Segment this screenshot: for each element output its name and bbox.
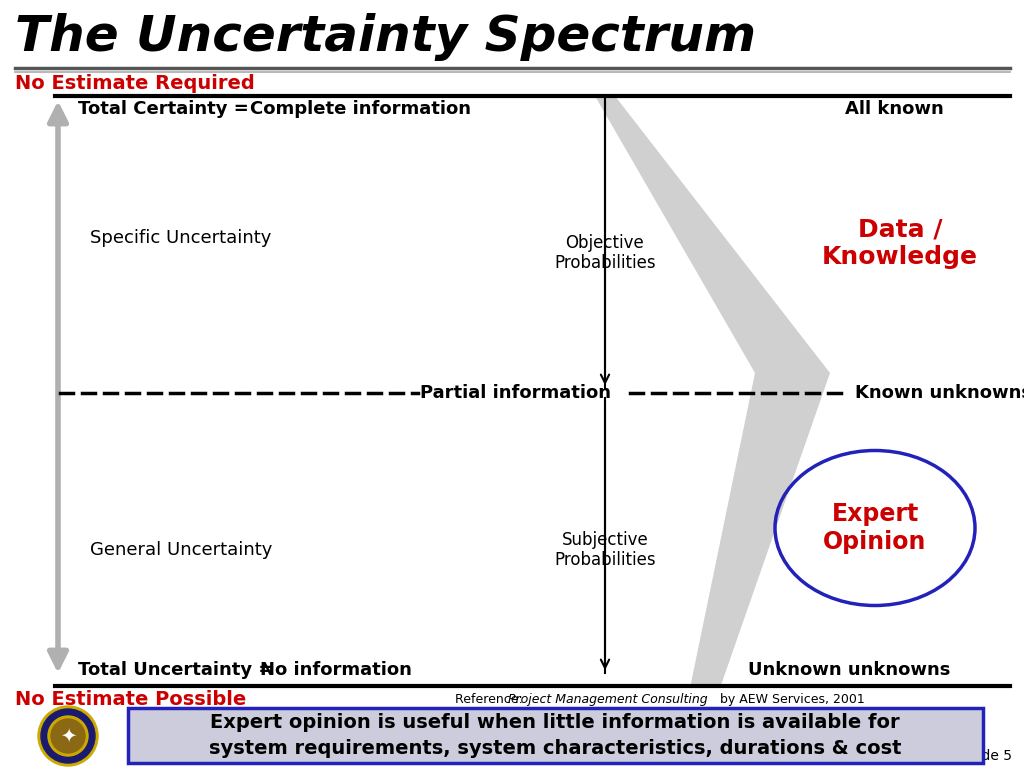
Text: All known: All known	[845, 100, 944, 118]
Text: Known unknowns: Known unknowns	[855, 384, 1024, 402]
Text: Specific Uncertainty: Specific Uncertainty	[90, 229, 271, 247]
Text: General Uncertainty: General Uncertainty	[90, 541, 272, 559]
Text: Expert
Opinion: Expert Opinion	[823, 502, 927, 554]
Text: by AEW Services, 2001: by AEW Services, 2001	[716, 693, 864, 706]
Text: Slide 5: Slide 5	[965, 749, 1012, 763]
Text: Unknown unknowns: Unknown unknowns	[748, 661, 950, 679]
Text: Partial information: Partial information	[420, 384, 611, 402]
Text: Total Uncertainty =: Total Uncertainty =	[78, 661, 273, 679]
Text: Complete information: Complete information	[250, 100, 471, 118]
FancyBboxPatch shape	[128, 708, 983, 763]
Text: Data /
Knowledge: Data / Knowledge	[822, 217, 978, 269]
Text: Expert opinion is useful when little information is available for
system require: Expert opinion is useful when little inf…	[209, 713, 901, 758]
Text: Reference:: Reference:	[455, 693, 526, 706]
Text: No Estimate Required: No Estimate Required	[15, 74, 255, 93]
Text: No information: No information	[260, 661, 412, 679]
Polygon shape	[595, 96, 830, 688]
Circle shape	[51, 719, 85, 753]
Text: Subjective
Probabilities: Subjective Probabilities	[554, 531, 655, 569]
Circle shape	[38, 706, 98, 766]
Text: Total Certainty =: Total Certainty =	[78, 100, 249, 118]
Text: No Estimate Possible: No Estimate Possible	[15, 690, 246, 709]
Text: ✦: ✦	[59, 727, 76, 746]
Circle shape	[48, 716, 88, 756]
Text: Project Management Consulting: Project Management Consulting	[508, 693, 708, 706]
Text: Objective
Probabilities: Objective Probabilities	[554, 233, 655, 273]
Circle shape	[41, 709, 95, 763]
Text: The Uncertainty Spectrum: The Uncertainty Spectrum	[15, 13, 756, 61]
